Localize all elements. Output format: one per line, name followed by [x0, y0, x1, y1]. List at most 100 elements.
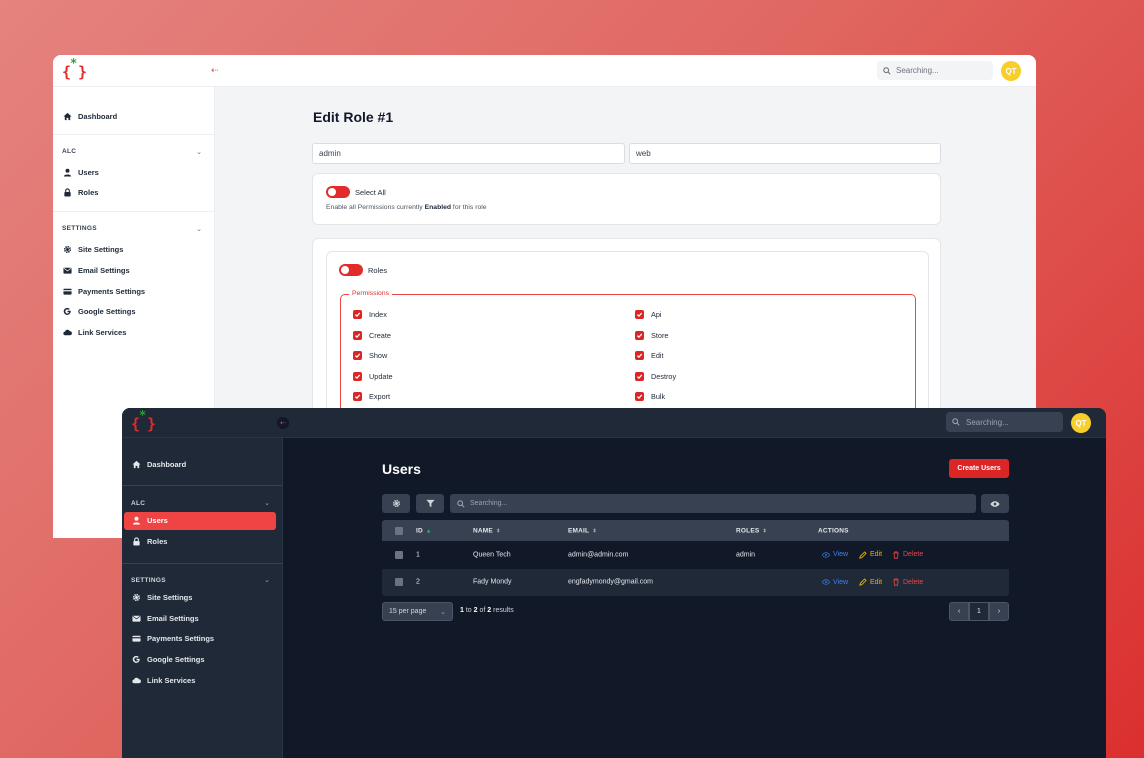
roles-toggle[interactable] [339, 264, 363, 276]
create-users-button[interactable]: Create Users [949, 459, 1009, 478]
avatar[interactable]: QT [1001, 61, 1021, 81]
sidebar-item-payments-settings[interactable]: Payments Settings [61, 283, 145, 300]
row-checkbox[interactable] [395, 550, 403, 559]
permission-label: Create [369, 330, 391, 340]
edit-action[interactable]: Edit [859, 550, 882, 559]
role-name-input[interactable]: admin [312, 143, 625, 164]
global-search-input[interactable]: Searching... [877, 61, 993, 80]
table-settings-button[interactable] [382, 494, 410, 513]
permissions-fieldset: Permissions Index Create Show Update Export A… [340, 290, 916, 424]
checkbox-checked-icon[interactable] [353, 330, 362, 340]
select-all-toggle[interactable] [326, 186, 350, 198]
checkbox-checked-icon[interactable] [353, 392, 362, 402]
page-title: Users [382, 461, 421, 477]
checkbox-checked-icon[interactable] [635, 330, 644, 340]
app-logo[interactable]: { } * [62, 56, 87, 81]
permission-checkbox[interactable]: Api [635, 310, 662, 319]
chevron-down-icon[interactable]: ⌄ [264, 577, 270, 584]
active-nav-highlight [124, 512, 276, 530]
permission-checkbox[interactable]: Destroy [635, 371, 676, 381]
permission-label: Edit [651, 351, 664, 361]
sidebar-item-google-settings[interactable]: Google Settings [130, 651, 205, 668]
table-search-input[interactable]: Searching... [450, 494, 976, 513]
sidebar-item-link-services[interactable]: Link Services [130, 672, 195, 689]
column-header-email[interactable]: EMAIL ⬍ [568, 527, 598, 534]
view-action[interactable]: View [822, 578, 848, 586]
dark-window: { } * ⇠ Searching... QT Dashboard ALC ⌄ U… [122, 408, 1106, 758]
toggle-columns-button[interactable] [981, 494, 1009, 513]
google-icon [132, 655, 140, 663]
checkbox-checked-icon[interactable] [635, 310, 644, 319]
sidebar-item-email-settings[interactable]: Email Settings [61, 262, 130, 279]
cell-name: Fady Mondy [473, 578, 512, 586]
sidebar-item-roles[interactable]: Roles [61, 184, 98, 201]
delete-action[interactable]: Delete [892, 578, 923, 586]
table-header: ID ▲ NAME ⬍ EMAIL ⬍ ROLES ⬍ ACTIONS [382, 520, 1009, 541]
checkbox-checked-icon[interactable] [635, 371, 644, 381]
sidebar-collapse-icon[interactable]: ⇠ [277, 417, 289, 429]
sidebar-item-dashboard[interactable]: Dashboard [61, 108, 117, 125]
column-header-id[interactable]: ID ▲ [416, 527, 432, 534]
page-1-button[interactable]: 1 [969, 602, 989, 621]
prev-page-button[interactable]: ‹ [949, 602, 969, 621]
sidebar-collapse-icon[interactable]: ⇠ [211, 65, 219, 75]
permission-checkbox[interactable]: Export [353, 392, 391, 402]
section-label-alc: ALC [131, 500, 146, 507]
select-all-rows-checkbox[interactable] [395, 526, 403, 535]
column-header-name[interactable]: NAME ⬍ [473, 527, 501, 534]
top-bar: { } * ⇠ Searching... QT [122, 408, 1106, 438]
chevron-down-icon[interactable]: ⌄ [196, 149, 202, 156]
sidebar-item-site-settings[interactable]: Site Settings [130, 589, 192, 606]
checkbox-checked-icon[interactable] [635, 392, 644, 402]
avatar[interactable]: QT [1071, 413, 1091, 433]
checkbox-checked-icon[interactable] [635, 351, 644, 361]
permission-checkbox[interactable]: Show [353, 351, 388, 361]
filter-button[interactable] [416, 494, 444, 513]
chevron-down-icon[interactable]: ⌄ [264, 500, 270, 507]
row-checkbox[interactable] [395, 578, 403, 586]
permission-checkbox[interactable]: Index [353, 310, 387, 319]
column-header-roles[interactable]: ROLES ⬍ [736, 527, 768, 534]
credit-card-icon [63, 288, 72, 295]
checkbox-checked-icon[interactable] [353, 371, 362, 381]
chevron-down-icon[interactable]: ⌄ [196, 226, 202, 233]
sidebar-item-email-settings[interactable]: Email Settings [130, 610, 199, 627]
sidebar-item-link-services[interactable]: Link Services [61, 324, 126, 341]
section-label-alc: ALC [62, 148, 77, 155]
home-icon [132, 460, 141, 469]
search-icon [883, 66, 891, 75]
global-search-input[interactable]: Searching... [946, 412, 1063, 432]
cell-role: admin [736, 551, 756, 558]
main-content: Users Create Users Searching... ID ▲ NAME… [283, 438, 1106, 758]
lock-icon [64, 188, 71, 197]
sidebar-item-roles[interactable]: Roles [130, 533, 167, 550]
per-page-select[interactable]: 15 per page ⌄ [382, 602, 453, 621]
sidebar-item-google-settings[interactable]: Google Settings [61, 303, 136, 320]
delete-action[interactable]: Delete [892, 551, 923, 559]
sidebar-item-site-settings[interactable]: Site Settings [61, 241, 123, 258]
eye-icon [822, 579, 830, 585]
roles-group-label: Roles [368, 266, 388, 275]
sidebar-item-users[interactable]: Users [61, 164, 99, 181]
sidebar-item-users[interactable]: Users [130, 512, 168, 529]
permission-checkbox[interactable]: Edit [635, 351, 664, 361]
guard-name-input[interactable]: web [629, 143, 941, 164]
view-action[interactable]: View [822, 551, 848, 559]
permission-checkbox[interactable]: Update [353, 371, 393, 381]
checkbox-checked-icon[interactable] [353, 310, 362, 319]
checkbox-checked-icon[interactable] [353, 351, 362, 361]
trash-icon [893, 578, 899, 586]
permission-label: Api [651, 310, 662, 319]
top-bar: { } * ⇠ Searching... QT [53, 55, 1036, 87]
permission-checkbox[interactable]: Bulk [635, 392, 665, 402]
sidebar-item-payments-settings[interactable]: Payments Settings [130, 630, 214, 647]
permission-checkbox[interactable]: Create [353, 330, 391, 340]
permission-label: Show [369, 351, 388, 361]
sidebar-item-dashboard[interactable]: Dashboard [130, 456, 186, 473]
permission-label: Export [369, 392, 391, 402]
permission-checkbox[interactable]: Store [635, 330, 668, 340]
app-logo[interactable]: { } * [131, 408, 156, 433]
next-page-button[interactable]: › [989, 602, 1009, 621]
edit-action[interactable]: Edit [859, 578, 882, 586]
sort-icon: ⬍ [762, 528, 768, 534]
